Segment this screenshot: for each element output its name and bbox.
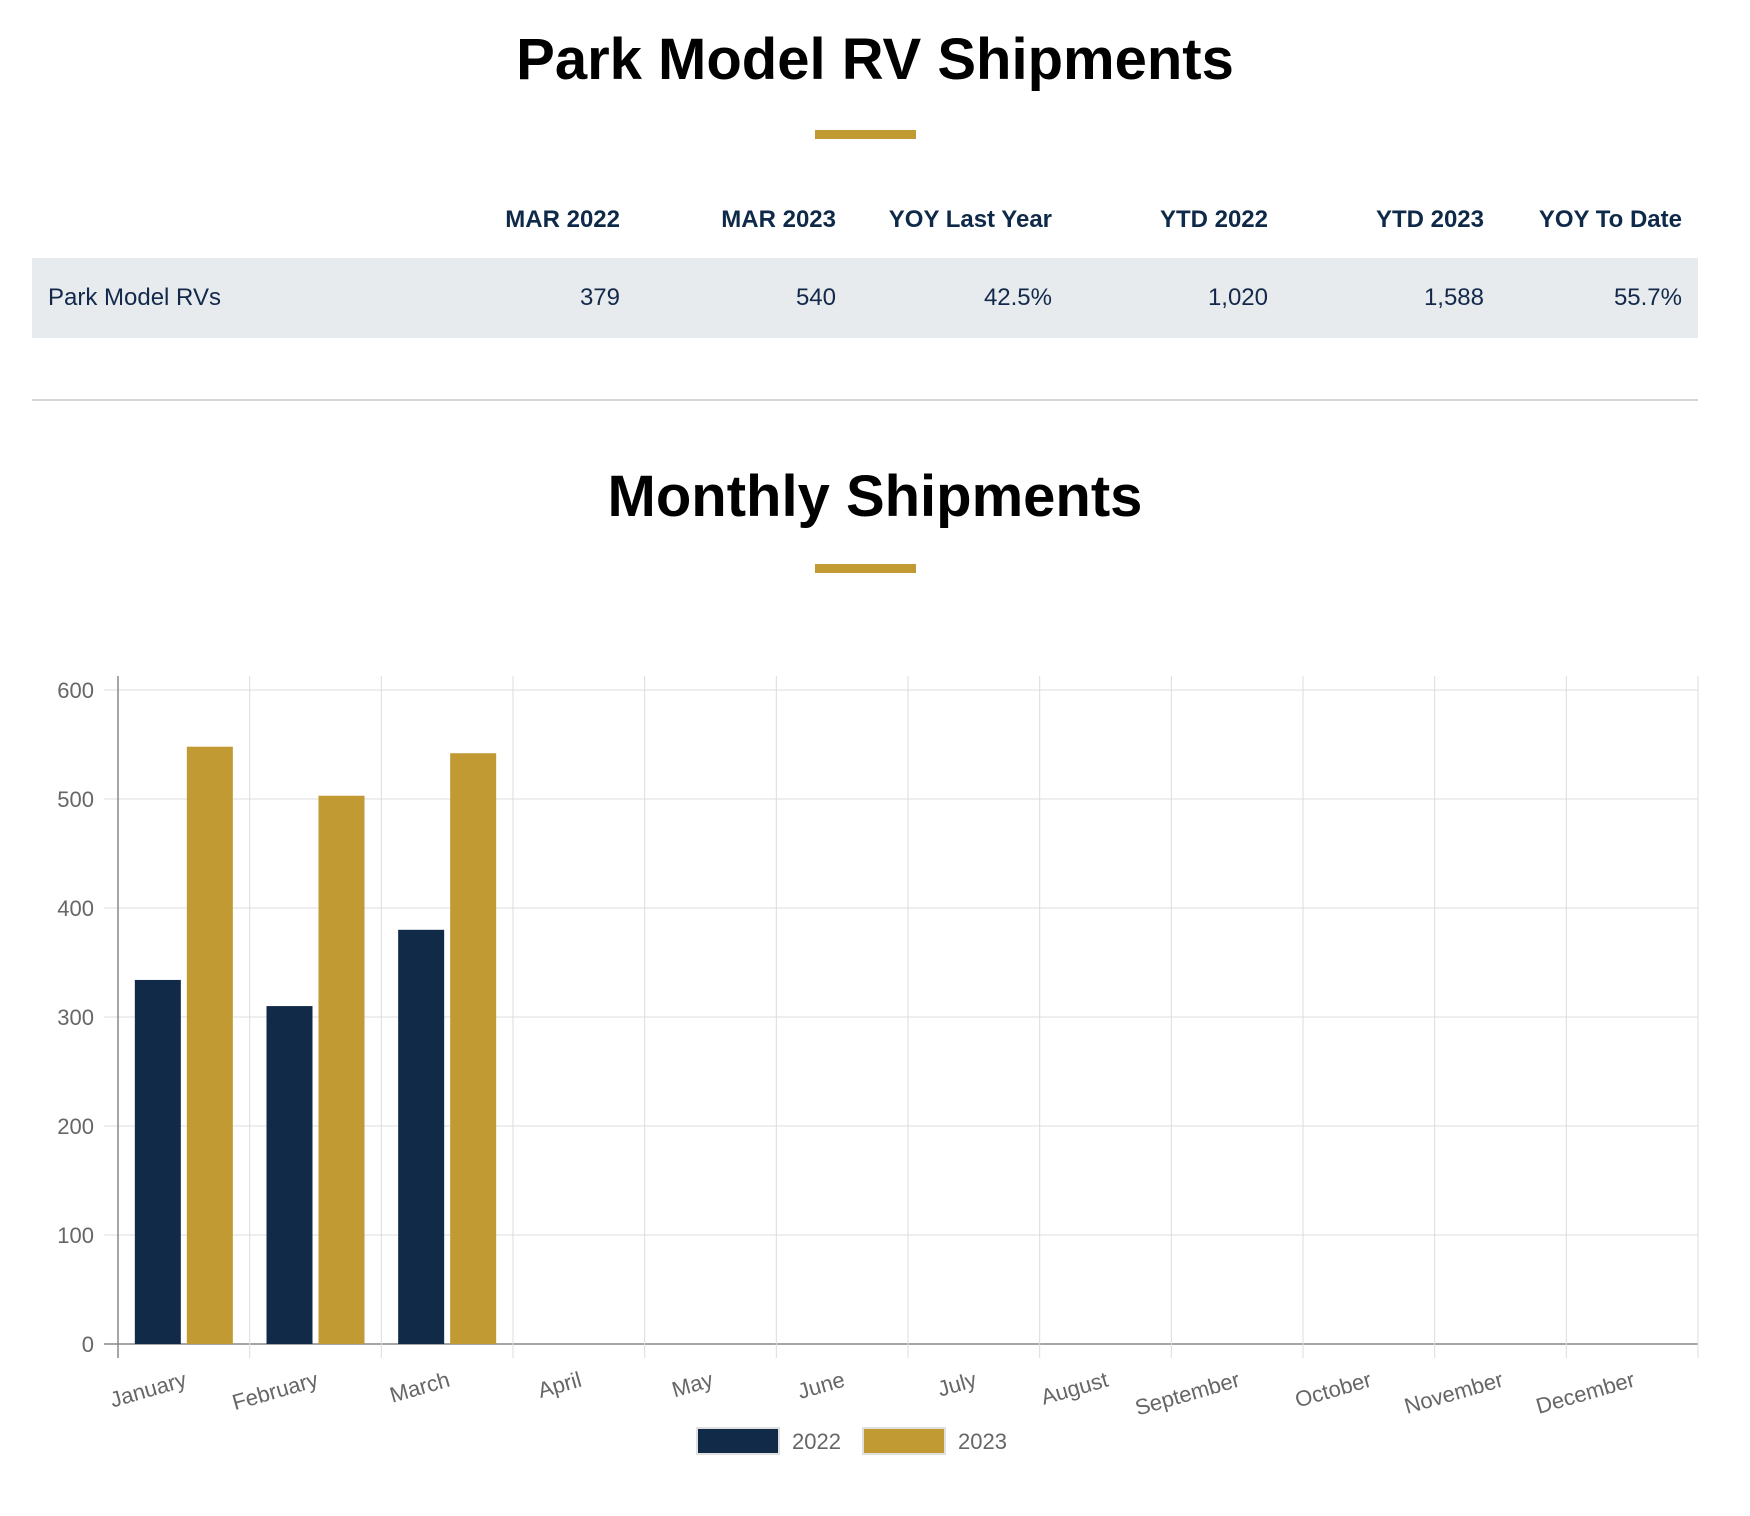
bar-2023-january — [186, 746, 233, 1344]
chart-title-accent-bar — [815, 564, 916, 573]
x-tick-label: January — [107, 1367, 189, 1413]
x-tick-label: June — [795, 1367, 848, 1404]
x-tick-label: March — [387, 1367, 453, 1408]
chart-section-title: Monthly Shipments — [607, 464, 1143, 529]
bar-2022-march — [398, 929, 445, 1344]
section-divider — [32, 399, 1698, 401]
x-tick-label: August — [1038, 1367, 1111, 1410]
row-label: Park Model RVs — [48, 284, 221, 311]
cell-mar-2022: 379 — [579, 284, 620, 311]
header-yoy-last-year: YOY Last Year — [888, 206, 1052, 233]
bar-2023-february — [318, 795, 365, 1344]
x-tick-label: November — [1401, 1367, 1505, 1419]
cell-mar-2023: 540 — [795, 284, 836, 311]
y-tick-label: 100 — [57, 1223, 94, 1248]
y-tick-label: 300 — [57, 1005, 94, 1030]
header-mar-2023: MAR 2023 — [721, 206, 836, 233]
y-tick-label: 600 — [57, 678, 94, 703]
cell-yoy-to-date: 55.7% — [1613, 284, 1682, 311]
page-title: Park Model RV Shipments — [516, 27, 1234, 92]
legend-swatch-2022 — [696, 1427, 780, 1455]
header-mar-2022: MAR 2022 — [505, 206, 620, 233]
bar-2022-january — [134, 979, 181, 1344]
x-tick-label: September — [1132, 1367, 1242, 1421]
y-tick-label: 500 — [57, 787, 94, 812]
header-ytd-2023: YTD 2023 — [1375, 206, 1484, 233]
x-tick-label: February — [229, 1367, 321, 1415]
summary-header-row: MAR 2022 MAR 2023 YOY Last Year YTD 2022… — [32, 190, 1698, 258]
y-tick-label: 200 — [57, 1114, 94, 1139]
title-accent-bar — [815, 130, 916, 139]
legend-label-2022: 2022 — [792, 1429, 841, 1454]
x-tick-label: July — [935, 1367, 980, 1402]
y-tick-label: 400 — [57, 896, 94, 921]
summary-table: MAR 2022 MAR 2023 YOY Last Year YTD 2022… — [32, 190, 1698, 338]
y-tick-label: 0 — [82, 1332, 94, 1357]
bar-2022-february — [266, 1006, 313, 1344]
cell-ytd-2023: 1,588 — [1423, 284, 1484, 311]
x-tick-label: May — [669, 1367, 716, 1402]
table-row: Park Model RVs 379 540 42.5% 1,020 1,588… — [32, 258, 1698, 338]
x-tick-label: December — [1533, 1367, 1637, 1419]
x-tick-label: October — [1292, 1367, 1374, 1413]
header-yoy-to-date: YOY To Date — [1538, 206, 1682, 233]
monthly-shipments-chart: 0 100 200 300 400 500 600 January February March A… — [57, 676, 1699, 1455]
cell-yoy-last-year: 42.5% — [983, 284, 1052, 311]
header-ytd-2022: YTD 2022 — [1159, 206, 1268, 233]
legend-label-2023: 2023 — [958, 1429, 1007, 1454]
legend-swatch-2023 — [862, 1427, 946, 1455]
x-tick-label: April — [535, 1367, 584, 1403]
bar-2023-march — [450, 753, 497, 1344]
cell-ytd-2022: 1,020 — [1207, 284, 1268, 311]
